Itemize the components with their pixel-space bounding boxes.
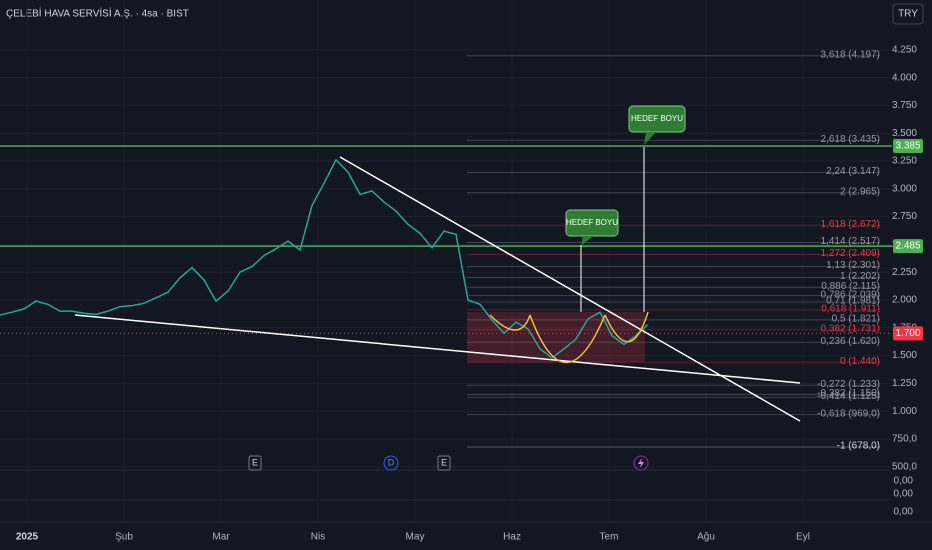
- chart-title: ÇELEBİ HAVA SERVİSİ A.Ş. · 4sa · BIST: [6, 7, 189, 20]
- event-label: E: [441, 457, 447, 467]
- y-tick-label: 3.500: [892, 128, 917, 139]
- fib-label: 0,618 (1.911): [821, 304, 880, 315]
- callout: [628, 105, 686, 133]
- y-tick-label: 3.750: [892, 100, 917, 111]
- x-tick-label: Tem: [600, 532, 619, 543]
- y-tick-label: 1.500: [892, 350, 917, 361]
- event-marker: [383, 455, 399, 471]
- fib-label: 2 (2.965): [840, 186, 880, 197]
- x-tick-label: Haz: [503, 532, 521, 543]
- x-tick-label: Ağu: [697, 532, 715, 543]
- fib-label: 0 (1.440): [840, 356, 880, 367]
- y-tick-label: 2.000: [892, 295, 917, 306]
- x-tick-label: Nis: [311, 532, 325, 543]
- fib-label: -0,382 (1.150): [817, 388, 880, 399]
- currency-label[interactable]: TRY: [898, 9, 918, 20]
- price-badge: [893, 239, 923, 254]
- fib-label: 1 (2.202): [840, 271, 880, 282]
- event-marker[interactable]: [633, 455, 649, 471]
- fib-label: -0,618 (969,0): [817, 408, 880, 419]
- x-tick-label: May: [406, 532, 425, 543]
- fib-label: 1,13 (2.301): [826, 260, 880, 271]
- fib-label: 1,272 (2.409): [821, 248, 881, 259]
- price-line-series: [0, 158, 649, 359]
- x-tick-label: 2025: [16, 532, 39, 543]
- y-tick-label: 2.250: [892, 267, 917, 278]
- y-tick-label: 500,0: [892, 461, 917, 472]
- callout-tail: [581, 236, 593, 246]
- x-tick-label: Şub: [115, 532, 133, 543]
- cup-shape: [489, 311, 649, 363]
- fib-label: 0,236 (1.620): [821, 336, 881, 347]
- price-badge: [893, 326, 923, 341]
- callout-tail: [644, 132, 656, 145]
- trend-line: [74, 314, 801, 384]
- fib-label: 1,618 (2.672): [821, 219, 881, 230]
- fib-label: 0,382 (1.731): [821, 324, 881, 335]
- event-label: D: [388, 457, 395, 467]
- callout-text: HEDEF BOYU: [631, 114, 683, 123]
- fib-label: 1,414 (2.517): [821, 236, 881, 247]
- y-tick-label: 1.250: [892, 378, 917, 389]
- y-tick-label: 3.000: [892, 183, 917, 194]
- price-badge-label: 1.700: [895, 328, 920, 339]
- fib-label: 3,618 (4.197): [821, 49, 881, 60]
- event-label: E: [252, 457, 258, 467]
- price-badge-label: 3.385: [895, 141, 920, 152]
- y-tick-label: 4.250: [892, 44, 917, 55]
- event-marker: [437, 455, 451, 471]
- currency-button[interactable]: [892, 3, 924, 25]
- fib-label: 2,24 (3.147): [826, 166, 880, 177]
- fib-label: -0,272 (1.233): [817, 379, 880, 390]
- y-tick-label: 4.000: [892, 72, 917, 83]
- y-tick-label: 2.750: [892, 211, 917, 222]
- event-marker: [248, 455, 262, 471]
- fib-label: -1 (678,0): [837, 441, 880, 452]
- pane2-tick-label: 0,00: [894, 489, 914, 500]
- y-tick-label: 3.250: [892, 156, 917, 167]
- pane2-tick-label: 0,00: [894, 507, 914, 518]
- fib-label: 0,886 (2.115): [821, 281, 880, 292]
- fib-label: 0,5 (1.821): [832, 314, 880, 325]
- price-badge: [893, 138, 923, 153]
- y-tick-label: 750,0: [892, 434, 917, 445]
- x-tick-label: Mar: [212, 532, 230, 543]
- fib-label: -0,414 (1.125): [817, 391, 880, 402]
- price-badge-label: 2.485: [895, 241, 920, 252]
- fib-label: 0,71 (1.981): [826, 296, 880, 307]
- fib-label: 0,786 (2.039): [821, 289, 881, 300]
- lightning-icon: [638, 458, 644, 468]
- callout-text: HEDEF BOYU: [566, 218, 618, 227]
- y-tick-label: 1.000: [892, 406, 917, 417]
- fib-label: 2,618 (3.435): [821, 134, 881, 145]
- trend-line: [339, 156, 801, 422]
- x-tick-label: Eyl: [796, 532, 810, 543]
- pane2-tick-label: 0,00: [894, 476, 914, 487]
